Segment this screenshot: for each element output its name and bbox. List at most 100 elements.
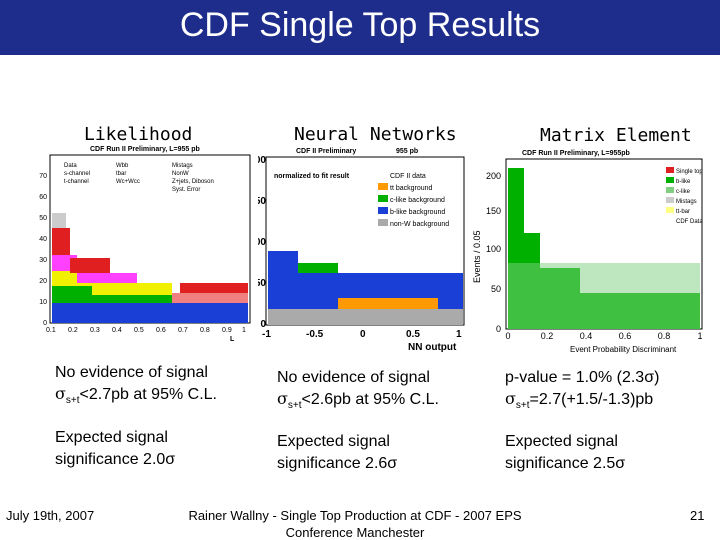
xtick: 0.4 — [112, 327, 122, 334]
neural-networks-heading: Neural Networks — [294, 124, 457, 145]
xtick: 0.4 — [580, 331, 593, 341]
nn-legend-swatch — [378, 183, 388, 190]
likelihood-stack-green-2 — [112, 295, 172, 303]
nn-xlabel: NN output — [408, 342, 457, 353]
matrix-element-heading: Matrix Element — [540, 125, 692, 146]
likelihood-yticks: 0 10 20 30 40 50 60 70 — [39, 173, 47, 327]
page-number: 21 — [690, 508, 705, 523]
likelihood-stack-magenta-2 — [77, 273, 137, 283]
footer-title-line1: Rainer Wallny - Single Top Production at… — [188, 508, 522, 523]
xtick: -1 — [262, 329, 271, 340]
likelihood-plot-title: CDF Run II Preliminary, L=955 pb — [90, 146, 200, 153]
xtick: 0.2 — [68, 327, 78, 334]
neural-network-plot: CDF II Preliminary 955 pb normalized to … — [258, 143, 468, 353]
me-legend-single-top: Single top — [676, 169, 703, 175]
ytick: 200 — [486, 171, 501, 181]
nn-expected-label: Expected signal — [277, 433, 390, 450]
likelihood-stack-grey — [52, 213, 66, 228]
nn-histogram — [268, 251, 463, 325]
likelihood-expected-label: Expected signal — [55, 429, 168, 446]
xtick: 1 — [242, 327, 246, 334]
title-bar — [0, 0, 720, 55]
me-legend-swatch — [666, 187, 674, 193]
matrix-element-plot: CDF Run II Preliminary, L=955pb Single t… — [470, 143, 708, 358]
nn-limit: σs+t<2.6pb at 95% C.L. — [277, 388, 439, 412]
xtick: 1 — [697, 331, 702, 341]
xtick: 0.2 — [541, 331, 554, 341]
xtick: 0.8 — [658, 331, 671, 341]
me-legend-mistags: Mistags — [676, 199, 697, 205]
me-legend-swatch — [666, 177, 674, 183]
ytick: 200 — [258, 155, 266, 166]
xtick: 0 — [505, 331, 510, 341]
legend-wc: Wc+Wcc — [116, 179, 140, 185]
me-legend-c-like: c-like — [676, 189, 691, 195]
likelihood-stack-red — [52, 228, 70, 255]
legend-data: Data — [64, 163, 77, 169]
me-xsec: σs+t=2.7(+1.5/-1.3)pb — [505, 388, 653, 412]
me-legend-b-like: b-like — [676, 179, 691, 185]
ytick: 150 — [258, 196, 266, 207]
sigma-subscript: s+t — [287, 400, 302, 411]
me-xticks: 0 0.2 0.4 0.6 0.8 1 — [505, 331, 702, 341]
nn-yticks: 0 50 100 150 200 — [258, 155, 266, 330]
nn-legend-swatch — [378, 195, 388, 202]
likelihood-limit: σs+t<2.7pb at 95% C.L. — [55, 383, 217, 407]
legend-tbar: tbar — [116, 171, 126, 177]
xtick: 0.1 — [46, 327, 56, 334]
likelihood-stack-pink — [172, 293, 248, 303]
ytick: 100 — [258, 237, 266, 248]
ytick: 0 — [260, 319, 266, 330]
likelihood-stack-yellow-2 — [92, 283, 172, 295]
ytick: 40 — [39, 236, 47, 243]
legend-zjets: Z+jets, Diboson — [172, 179, 214, 185]
xtick: 0.3 — [90, 327, 100, 334]
nn-stack-blue-2 — [268, 251, 298, 273]
limit-value: <2.6pb at 95% C.L. — [301, 391, 439, 408]
xtick: 0.5 — [134, 327, 144, 334]
legend-wbb: Wbb — [116, 163, 129, 169]
ytick: 50 — [258, 278, 266, 289]
likelihood-histogram — [52, 213, 248, 323]
me-legend: Single top b-like c-like Mistags tt-bar … — [666, 167, 703, 225]
xtick: 0.5 — [406, 329, 420, 340]
likelihood-plot: CDF Run II Preliminary, L=955 pb Data Wb… — [30, 143, 255, 343]
xsec-value: =2.7(+1.5/-1.3)pb — [529, 391, 654, 408]
nn-norm-label: normalized to fit result — [274, 173, 350, 180]
me-plot-title: CDF Run II Preliminary, L=955pb — [522, 150, 630, 157]
likelihood-legend: Data Wbb Mistags s-channel tbar NonW t-c… — [64, 163, 214, 193]
nn-legend-swatch — [378, 219, 388, 226]
likelihood-stack-blue — [52, 303, 248, 323]
me-stack-light — [508, 263, 700, 329]
xtick: 1 — [456, 329, 462, 340]
likelihood-evidence: No evidence of signal — [55, 364, 208, 381]
ytick: 0 — [43, 320, 47, 327]
footer-title-line2: Conference Manchester — [285, 525, 425, 540]
ytick: 150 — [486, 206, 501, 216]
likelihood-xticks: 0.1 0.2 0.3 0.4 0.5 0.6 0.7 0.8 0.9 1 — [46, 327, 246, 334]
likelihood-stack-red-3 — [180, 283, 248, 293]
legend-mistags: Mistags — [172, 163, 193, 169]
nn-legend-data: CDF II data — [390, 173, 426, 180]
ytick: 30 — [39, 257, 47, 264]
me-pvalue: p-value = 1.0% (2.3σ) — [505, 369, 660, 386]
me-legend-swatch — [666, 167, 674, 173]
me-legend-swatch — [666, 207, 674, 213]
likelihood-xlabel: L — [230, 336, 235, 343]
me-expected-label: Expected signal — [505, 433, 618, 450]
likelihood-expected-value: significance 2.0σ — [55, 451, 176, 468]
nn-legend-c: c-like background — [390, 197, 445, 204]
nn-stack-green — [298, 263, 338, 273]
sigma-symbol: σ — [55, 384, 66, 403]
nn-stack-orange — [338, 298, 438, 310]
slide-title: CDF Single Top Results — [179, 6, 541, 44]
ytick: 100 — [486, 244, 501, 254]
nn-stack-grey — [268, 309, 463, 325]
xtick: -0.5 — [306, 329, 324, 340]
nn-legend-b: b-like background — [390, 209, 445, 216]
ytick: 20 — [39, 278, 47, 285]
nn-plot-title: CDF II Preliminary — [296, 148, 356, 155]
nn-legend-nonw: non-W background — [390, 221, 449, 228]
sigma-symbol: σ — [505, 389, 516, 408]
ytick: 70 — [39, 173, 47, 180]
